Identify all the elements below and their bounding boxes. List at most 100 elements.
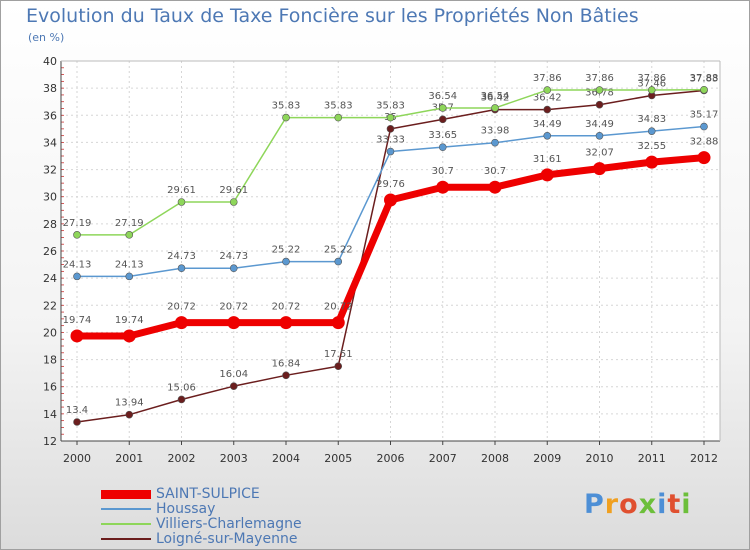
data-point-loigne-sur-mayenne bbox=[282, 371, 290, 380]
x-tick-label: 2007 bbox=[429, 452, 457, 465]
data-label-villiers-charlemagne: 27.19 bbox=[115, 218, 144, 229]
legend-label-houssay: Houssay bbox=[156, 501, 216, 517]
y-tick-label: 24 bbox=[43, 272, 57, 285]
logo-letter: i bbox=[657, 489, 668, 520]
legend-label-loigne-sur-mayenne: Loigné-sur-Mayenne bbox=[156, 531, 298, 547]
data-point-villiers-charlemagne bbox=[700, 85, 708, 94]
data-label-villiers-charlemagne: 37.86 bbox=[637, 73, 666, 84]
data-label-villiers-charlemagne: 37.86 bbox=[585, 73, 614, 84]
proxiti-logo: Proxiti bbox=[584, 489, 692, 520]
y-tick-label: 32 bbox=[43, 164, 57, 177]
data-label-houssay: 34.49 bbox=[585, 119, 614, 130]
y-tick-label: 36 bbox=[43, 109, 57, 122]
y-tick-label: 28 bbox=[43, 218, 57, 231]
legend-item-houssay: Houssay bbox=[101, 502, 361, 517]
data-point-loigne-sur-mayenne bbox=[73, 418, 81, 426]
data-label-loigne-sur-mayenne: 37.46 bbox=[637, 78, 666, 89]
data-label-houssay: 24.73 bbox=[167, 251, 196, 262]
data-point-saint-sulpice bbox=[331, 316, 345, 330]
y-tick-label: 20 bbox=[43, 326, 57, 339]
data-label-houssay: 33.65 bbox=[428, 130, 457, 141]
legend-item-villiers-charlemagne: Villiers-Charlemagne bbox=[101, 517, 361, 532]
data-point-saint-sulpice bbox=[436, 180, 450, 194]
data-point-villiers-charlemagne bbox=[229, 198, 238, 206]
y-tick-label: 38 bbox=[43, 82, 57, 95]
data-point-houssay bbox=[282, 257, 290, 266]
data-point-houssay bbox=[73, 272, 81, 281]
data-label-villiers-charlemagne: 35.83 bbox=[324, 101, 353, 112]
y-tick-label: 12 bbox=[43, 435, 57, 448]
data-label-loigne-sur-mayenne: 16.04 bbox=[219, 369, 248, 380]
logo-letter: i bbox=[681, 489, 692, 520]
data-point-houssay bbox=[543, 131, 552, 140]
data-point-villiers-charlemagne bbox=[177, 198, 186, 206]
data-point-villiers-charlemagne bbox=[438, 104, 447, 112]
data-label-saint-sulpice: 32.55 bbox=[637, 141, 666, 152]
data-point-saint-sulpice bbox=[697, 151, 711, 165]
legend-swatch-saint-sulpice bbox=[101, 490, 151, 499]
data-point-houssay bbox=[334, 257, 343, 266]
data-point-houssay bbox=[700, 122, 708, 131]
legend-label-villiers-charlemagne: Villiers-Charlemagne bbox=[156, 516, 302, 532]
x-tick-label: 2010 bbox=[586, 452, 614, 465]
data-point-villiers-charlemagne bbox=[282, 113, 290, 122]
data-point-saint-sulpice bbox=[122, 329, 136, 343]
x-tick-label: 2003 bbox=[220, 452, 248, 465]
data-label-loigne-sur-mayenne: 17.51 bbox=[324, 349, 353, 360]
data-label-saint-sulpice: 20.72 bbox=[167, 302, 196, 313]
logo-letter: x bbox=[638, 489, 658, 520]
data-point-saint-sulpice bbox=[593, 162, 606, 176]
data-label-saint-sulpice: 32.88 bbox=[690, 137, 719, 148]
data-point-villiers-charlemagne bbox=[543, 86, 552, 94]
legend-item-saint-sulpice: SAINT-SULPICE bbox=[101, 487, 361, 502]
data-label-loigne-sur-mayenne: 13.94 bbox=[115, 398, 144, 409]
legend-swatch-houssay bbox=[101, 508, 151, 510]
data-point-houssay bbox=[386, 147, 395, 156]
legend-label-saint-sulpice: SAINT-SULPICE bbox=[156, 486, 260, 502]
data-label-saint-sulpice: 30.7 bbox=[484, 166, 506, 177]
data-point-saint-sulpice bbox=[488, 180, 502, 194]
data-label-houssay: 33.98 bbox=[481, 126, 510, 137]
data-label-loigne-sur-mayenne: 37.83 bbox=[690, 73, 719, 84]
y-tick-label: 34 bbox=[43, 136, 57, 149]
data-label-saint-sulpice: 30.7 bbox=[432, 166, 454, 177]
data-label-houssay: 25.22 bbox=[272, 245, 301, 256]
data-label-loigne-sur-mayenne: 13.4 bbox=[66, 405, 88, 416]
data-point-villiers-charlemagne bbox=[125, 231, 134, 239]
logo-letter: o bbox=[619, 489, 639, 520]
data-point-loigne-sur-mayenne bbox=[543, 105, 552, 114]
data-point-villiers-charlemagne bbox=[647, 86, 656, 94]
logo-letter: r bbox=[604, 489, 620, 520]
data-point-villiers-charlemagne bbox=[491, 104, 499, 112]
data-label-villiers-charlemagne: 36.54 bbox=[428, 91, 457, 102]
x-tick-label: 2004 bbox=[272, 452, 300, 465]
x-tick-label: 2012 bbox=[690, 452, 718, 465]
x-tick-label: 2000 bbox=[63, 452, 91, 465]
data-point-loigne-sur-mayenne bbox=[229, 382, 238, 390]
data-label-saint-sulpice: 32.07 bbox=[585, 148, 614, 159]
logo-letter: P bbox=[584, 489, 605, 520]
data-label-loigne-sur-mayenne: 16.84 bbox=[272, 358, 301, 369]
data-label-houssay: 24.13 bbox=[63, 259, 92, 270]
data-label-saint-sulpice: 20.72 bbox=[272, 302, 301, 313]
data-point-houssay bbox=[491, 138, 499, 147]
data-label-villiers-charlemagne: 29.61 bbox=[219, 185, 248, 196]
data-point-loigne-sur-mayenne bbox=[334, 362, 343, 371]
data-label-villiers-charlemagne: 35.83 bbox=[376, 101, 405, 112]
legend-swatch-villiers-charlemagne bbox=[101, 523, 151, 525]
data-label-saint-sulpice: 19.74 bbox=[115, 315, 144, 326]
x-tick-label: 2011 bbox=[638, 452, 666, 465]
data-point-villiers-charlemagne bbox=[73, 231, 81, 239]
data-label-villiers-charlemagne: 37.88 bbox=[690, 73, 719, 84]
data-point-houssay bbox=[125, 272, 134, 281]
data-label-villiers-charlemagne: 29.61 bbox=[167, 185, 196, 196]
data-label-saint-sulpice: 31.61 bbox=[533, 154, 562, 165]
x-tick-label: 2006 bbox=[377, 452, 405, 465]
data-point-saint-sulpice bbox=[540, 168, 554, 182]
y-tick-label: 16 bbox=[43, 381, 57, 394]
data-point-loigne-sur-mayenne bbox=[595, 100, 604, 109]
legend-item-loigne-sur-mayenne: Loigné-sur-Mayenne bbox=[101, 532, 361, 547]
data-point-saint-sulpice bbox=[279, 316, 293, 330]
y-tick-label: 26 bbox=[43, 245, 57, 258]
